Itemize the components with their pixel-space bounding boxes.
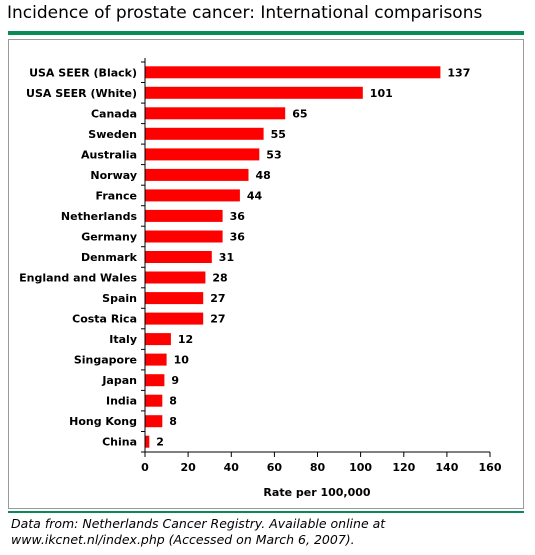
bar	[145, 127, 264, 140]
value-label: 12	[178, 333, 193, 346]
x-tick-label: 120	[392, 461, 415, 474]
bar	[145, 312, 204, 325]
source-note: Data from: Netherlands Cancer Registry. …	[11, 516, 521, 548]
source-line-1: Data from: Netherlands Cancer Registry. …	[11, 516, 386, 531]
bar	[145, 374, 165, 387]
value-label: 48	[256, 169, 271, 182]
bar	[145, 107, 286, 120]
value-label: 53	[266, 148, 281, 161]
value-label: 27	[210, 292, 225, 305]
category-label: India	[106, 395, 137, 408]
x-tick-label: 0	[141, 461, 149, 474]
value-label: 36	[230, 231, 246, 244]
source-line-2: www.ikcnet.nl/index.php (Accessed on Mar…	[11, 532, 355, 547]
category-label: Italy	[109, 333, 137, 346]
category-label: Norway	[90, 169, 137, 182]
bar	[145, 435, 150, 448]
value-label: 9	[171, 374, 179, 387]
bar	[145, 148, 260, 161]
x-tick-label: 140	[435, 461, 458, 474]
category-label: France	[96, 189, 137, 202]
category-label: Spain	[102, 292, 137, 305]
value-label: 8	[169, 395, 177, 408]
value-label: 55	[271, 128, 286, 141]
top-divider	[8, 31, 524, 35]
x-tick-label: 40	[224, 461, 240, 474]
category-labels: USA SEER (Black) USA SEER (White) Canada Sw…	[19, 66, 138, 448]
category-label: Germany	[81, 231, 137, 244]
chart-title: Incidence of prostate cancer: Internatio…	[7, 3, 483, 23]
x-tick-label: 20	[180, 461, 196, 474]
category-label: Australia	[81, 148, 137, 161]
value-label: 44	[247, 189, 263, 202]
x-tick-label: 80	[310, 461, 326, 474]
x-tick-label: 60	[267, 461, 283, 474]
bars-group	[145, 66, 441, 448]
value-label: 137	[447, 66, 470, 79]
chart-frame	[8, 39, 524, 509]
value-label: 65	[292, 107, 307, 120]
bar	[145, 415, 163, 428]
value-label: 2	[156, 436, 164, 449]
bottom-divider	[8, 511, 524, 513]
category-label: USA SEER (White)	[26, 87, 137, 100]
category-label: Netherlands	[61, 210, 138, 223]
bar	[145, 189, 240, 202]
value-label: 8	[169, 415, 177, 428]
bar	[145, 168, 249, 181]
bar	[145, 209, 223, 222]
bar	[145, 86, 363, 99]
value-label: 101	[370, 87, 393, 100]
category-label: Singapore	[74, 354, 137, 367]
value-label: 10	[174, 354, 190, 367]
x-tick-label: 160	[479, 461, 502, 474]
category-label: Denmark	[81, 251, 138, 264]
value-label: 27	[210, 313, 225, 326]
value-label: 36	[230, 210, 246, 223]
value-label: 31	[219, 251, 234, 264]
bar	[145, 271, 206, 284]
bar	[145, 251, 212, 263]
bar	[145, 66, 441, 79]
bar	[145, 230, 223, 243]
category-label: USA SEER (Black)	[29, 66, 137, 79]
category-label: China	[102, 436, 137, 449]
category-label: Japan	[101, 374, 137, 387]
category-label: Canada	[91, 107, 137, 120]
bar	[145, 292, 204, 305]
x-tick-label: 100	[349, 461, 372, 474]
category-label: England and Wales	[19, 272, 137, 285]
axes-group: 0 20 40 60 80 100 120 140 160	[141, 58, 502, 474]
category-label: Costa Rica	[72, 313, 137, 326]
value-label: 28	[212, 272, 227, 285]
bar	[145, 333, 171, 346]
x-axis-label: Rate per 100,000	[263, 486, 370, 499]
category-label: Hong Kong	[69, 415, 137, 428]
bar	[145, 394, 163, 407]
category-label: Sweden	[88, 128, 137, 141]
bar	[145, 353, 167, 366]
